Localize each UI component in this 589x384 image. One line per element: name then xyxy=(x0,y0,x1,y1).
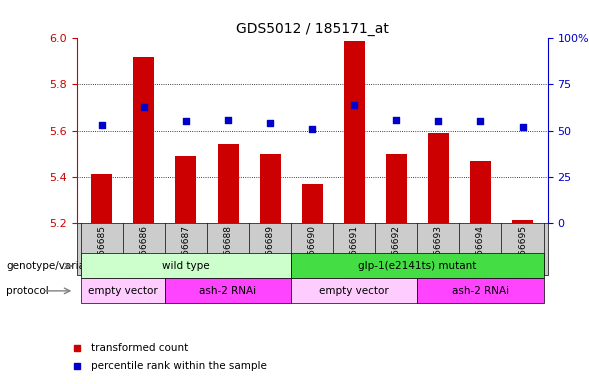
Point xyxy=(518,124,527,130)
Text: empty vector: empty vector xyxy=(88,286,158,296)
Title: GDS5012 / 185171_at: GDS5012 / 185171_at xyxy=(236,22,389,36)
Bar xyxy=(260,154,280,223)
Bar xyxy=(470,161,491,223)
Text: genotype/variation: genotype/variation xyxy=(6,261,105,271)
Text: empty vector: empty vector xyxy=(319,286,389,296)
Point xyxy=(476,118,485,124)
Text: ash-2 RNAi: ash-2 RNAi xyxy=(200,286,257,296)
Point xyxy=(434,118,443,124)
Bar xyxy=(133,57,154,223)
Bar xyxy=(302,184,323,223)
Bar xyxy=(217,144,239,223)
Point xyxy=(181,118,191,124)
Text: transformed count: transformed count xyxy=(91,343,188,353)
Bar xyxy=(91,174,112,223)
Point xyxy=(266,120,275,126)
Point xyxy=(349,102,359,108)
Point xyxy=(223,116,233,122)
Point xyxy=(392,116,401,122)
Text: ash-2 RNAi: ash-2 RNAi xyxy=(452,286,509,296)
Bar xyxy=(176,156,197,223)
Point xyxy=(97,122,107,128)
Text: percentile rank within the sample: percentile rank within the sample xyxy=(91,361,267,371)
Text: glp-1(e2141ts) mutant: glp-1(e2141ts) mutant xyxy=(358,261,477,271)
Text: wild type: wild type xyxy=(162,261,210,271)
Bar xyxy=(428,133,449,223)
Point xyxy=(139,104,148,110)
Bar xyxy=(386,154,407,223)
Bar xyxy=(344,41,365,223)
Bar xyxy=(512,220,533,223)
Point xyxy=(307,126,317,132)
Text: protocol: protocol xyxy=(6,286,49,296)
